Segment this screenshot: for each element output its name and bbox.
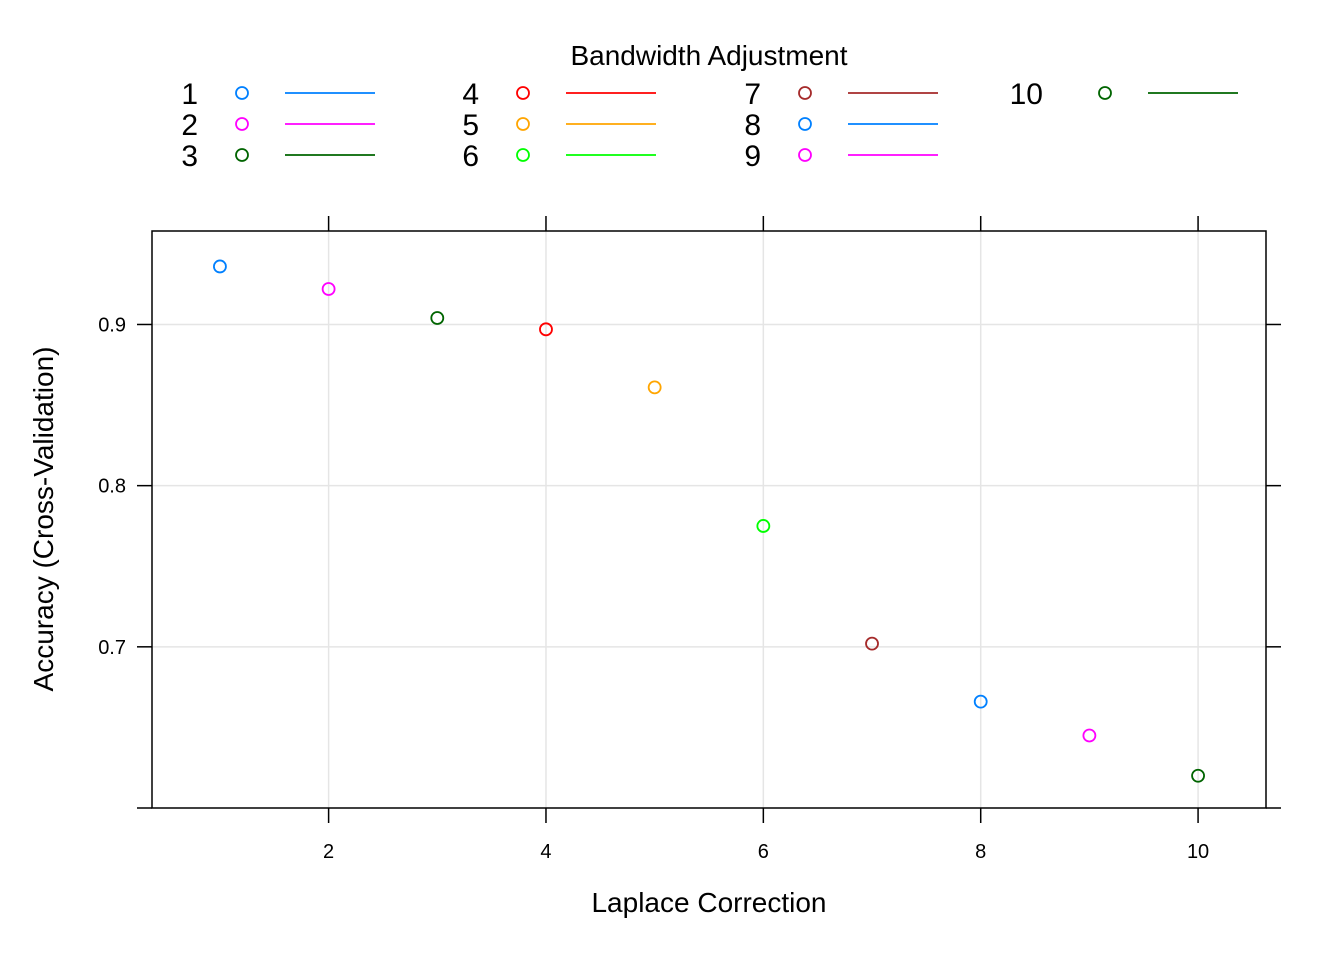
legend-item: 3 <box>181 140 375 173</box>
legend-marker <box>235 117 249 131</box>
legend-marker <box>516 86 530 100</box>
legend-item: 9 <box>744 140 938 173</box>
legend-marker <box>1098 86 1112 100</box>
y-tick-label: 0.8 <box>98 476 126 498</box>
legend-marker <box>798 86 812 100</box>
data-point <box>321 282 336 296</box>
data-point <box>1082 728 1097 743</box>
legend-label: 10 <box>1010 78 1043 111</box>
legend-label: 7 <box>744 78 761 111</box>
data-point <box>539 322 553 337</box>
legend-label: 6 <box>462 140 479 173</box>
legend-item: 5 <box>462 109 656 142</box>
axis-ticks: 2 4 6 8 10 0.7 0.8 0.9 <box>98 216 1281 863</box>
legend-label: 4 <box>462 78 479 111</box>
data-point <box>973 694 988 709</box>
y-tick-label: 0.7 <box>98 637 126 659</box>
x-tick-label: 2 <box>323 841 334 863</box>
x-tick-label: 8 <box>975 841 986 863</box>
data-point <box>865 636 879 651</box>
legend-item: 8 <box>744 109 938 142</box>
legend-item: 1 <box>181 78 375 111</box>
legend-marker <box>235 86 249 100</box>
x-tick-label: 10 <box>1187 841 1209 863</box>
data-point <box>1191 768 1205 783</box>
legend-item: 6 <box>462 140 656 173</box>
data-point <box>213 259 227 274</box>
legend-item: 4 <box>462 78 656 111</box>
legend: 123 456 789 10 <box>181 78 1238 173</box>
legend-marker <box>798 148 812 162</box>
x-axis-title: Laplace Correction <box>591 887 826 918</box>
y-axis-title: Accuracy (Cross-Validation) <box>28 347 59 692</box>
legend-item: 7 <box>744 78 938 111</box>
legend-marker <box>516 148 530 162</box>
legend-label: 3 <box>181 140 198 173</box>
legend-title: Bandwidth Adjustment <box>570 40 847 71</box>
legend-marker <box>798 117 812 131</box>
data-point <box>756 519 771 533</box>
legend-item: 10 <box>1010 78 1238 111</box>
legend-label: 2 <box>181 109 198 142</box>
data-points <box>213 259 1205 783</box>
gridlines <box>152 231 1266 808</box>
legend-label: 5 <box>462 109 479 142</box>
plot-frame <box>151 230 1267 809</box>
x-tick-label: 4 <box>540 841 551 863</box>
legend-label: 1 <box>181 78 198 111</box>
y-tick-label: 0.9 <box>98 314 126 336</box>
data-point <box>647 380 662 395</box>
legend-label: 9 <box>744 140 761 173</box>
legend-marker <box>235 148 249 162</box>
data-point <box>430 311 445 325</box>
legend-marker <box>516 117 530 131</box>
x-tick-label: 6 <box>758 841 769 863</box>
legend-item: 2 <box>181 109 375 142</box>
legend-label: 8 <box>744 109 761 142</box>
